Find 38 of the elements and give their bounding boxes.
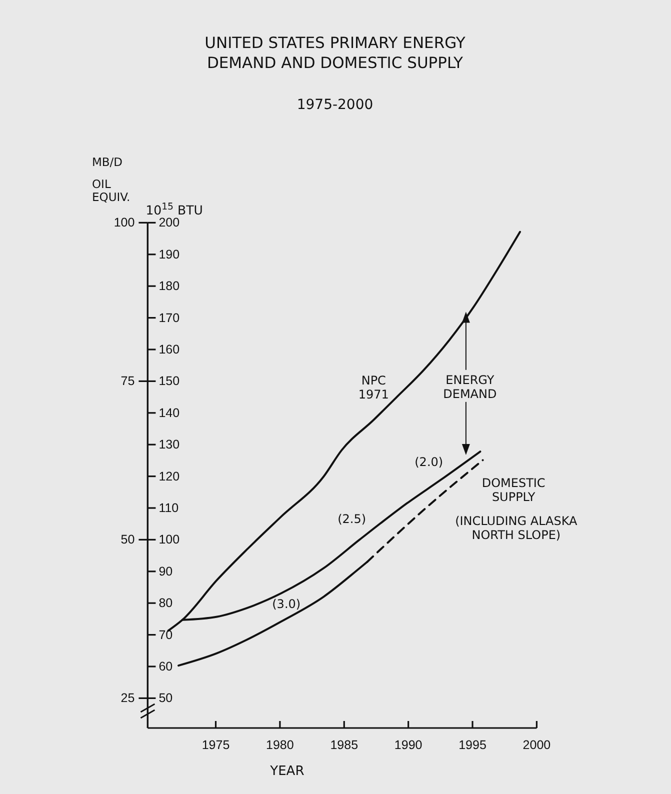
annotation: (2.0) [414,455,444,470]
y-tick-label: 130 [158,438,180,452]
x-tick-label: 1995 [458,738,486,752]
annotation: (INCLUDING ALASKA NORTH SLOPE) [455,514,578,542]
x-tick-label: 1985 [330,738,358,752]
x-tick-label: 1980 [266,738,294,752]
y2-tick-label: 75 [120,374,135,388]
y2-tick-label: 100 [114,216,135,230]
chart-title: UNITED STATES PRIMARY ENERGY DEMAND AND DOMESTIC SUPPLY [204,34,466,72]
y-tick-label: 110 [158,501,179,515]
y-tick-label: 120 [158,469,180,484]
chart-subtitle: 1975-2000 [296,97,374,113]
annotation: NPC 1971 [358,374,389,402]
x-axis-title: YEAR [269,764,304,779]
y2-tick-label: 50 [120,532,135,547]
annotation: DOMESTIC SUPPLY [482,476,546,504]
y-tick-label: 190 [158,247,180,262]
y2-tick-label: 25 [120,691,135,706]
y-tick-label: 200 [158,216,180,230]
y2-axis-title: MB/D OIL EQUIV. [92,155,130,204]
y-tick-label: 50 [158,691,173,706]
y-tick-label: 140 [158,406,180,420]
y-tick-label: 70 [158,628,173,642]
x-tick-label: 2000 [522,738,551,752]
annotation: (2.5) [338,512,366,526]
y-tick-label: 170 [158,310,180,325]
y-axis-title: 10$^{15}$ BTU [146,201,203,218]
y-tick-label: 180 [158,279,180,294]
y-tick-label: 90 [158,564,173,578]
y-tick-label: 100 [158,532,180,547]
y-tick-label: 150 [158,374,180,388]
annotation: (3.0) [272,597,301,612]
annotation: ENERGY DEMAND [443,372,497,401]
y-tick-label: 80 [158,596,173,610]
y-tick-label: 60 [158,660,173,674]
y-tick-label: 160 [158,342,180,356]
x-tick-label: 1990 [394,738,422,752]
x-tick-label: 1975 [202,738,230,752]
